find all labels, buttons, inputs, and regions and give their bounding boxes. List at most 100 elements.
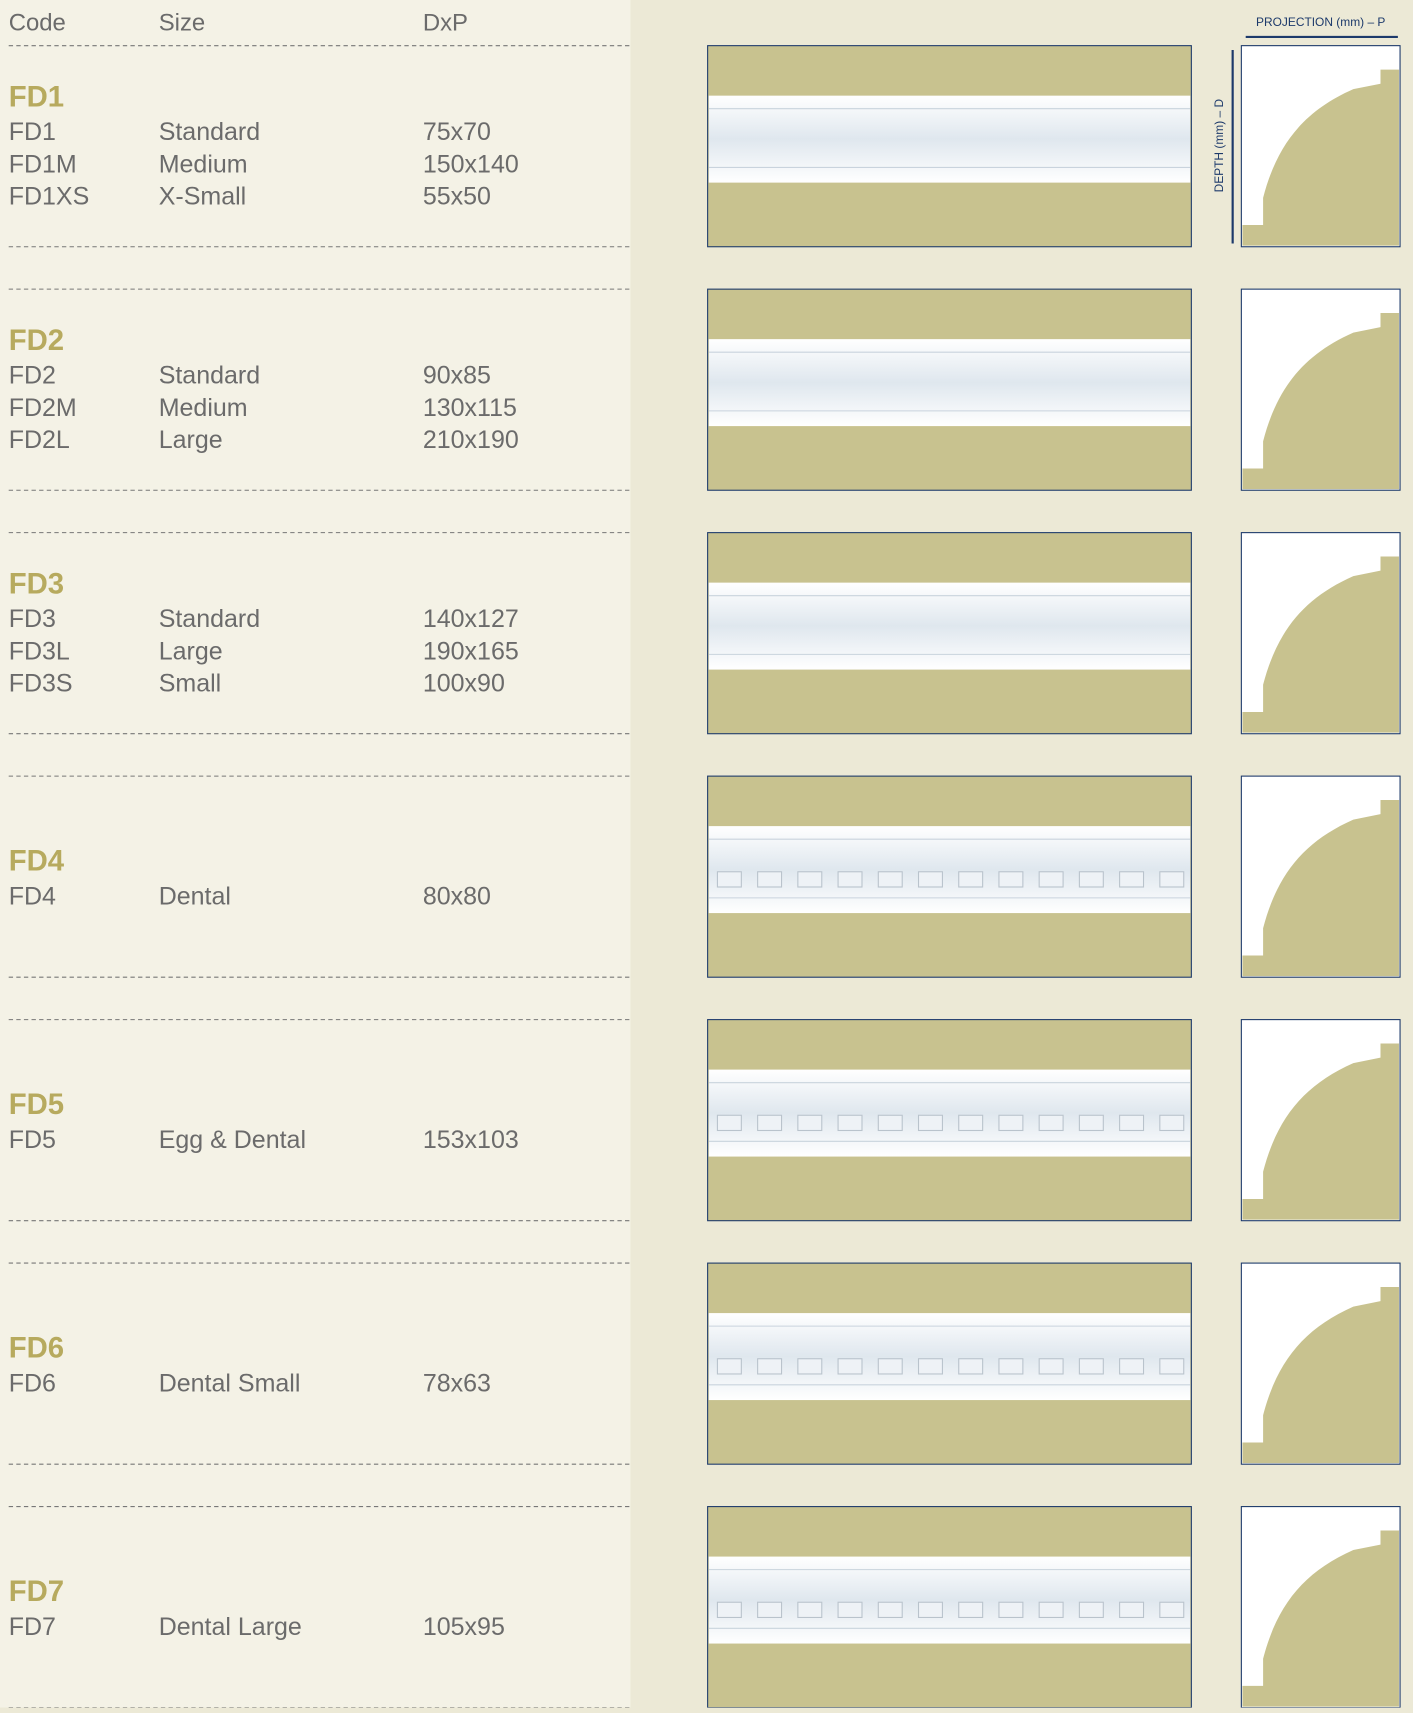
profile-shape xyxy=(1242,1043,1399,1220)
cell: 140x127 xyxy=(423,605,519,633)
dentil xyxy=(998,1114,1024,1132)
dentil xyxy=(917,871,943,888)
dentil xyxy=(1038,871,1064,888)
cell: FD2 xyxy=(9,362,56,390)
dentil xyxy=(917,1358,943,1375)
cell: 80x80 xyxy=(423,882,491,910)
cell: Dental xyxy=(159,882,231,910)
dentil xyxy=(757,1114,783,1132)
header-size: Size xyxy=(159,9,206,36)
dentil xyxy=(837,1358,863,1375)
cell: 153x103 xyxy=(423,1126,519,1154)
profile-shape xyxy=(1242,313,1399,490)
dentil xyxy=(797,1114,823,1132)
dentil xyxy=(1159,1601,1185,1618)
cell: Standard xyxy=(159,605,260,633)
cell: FD1XS xyxy=(9,182,90,210)
header-dxp: DxP xyxy=(423,9,468,36)
group-title: FD6 xyxy=(9,1332,64,1365)
dentil xyxy=(797,1358,823,1375)
profile-shape xyxy=(1242,1287,1399,1464)
dentil xyxy=(797,871,823,888)
cell: FD7 xyxy=(9,1613,56,1641)
profile-shape xyxy=(1242,69,1399,246)
cell: 105x95 xyxy=(423,1613,505,1641)
dentil xyxy=(958,1114,984,1132)
dentil xyxy=(797,1601,823,1618)
cell: FD6 xyxy=(9,1369,56,1397)
dentil xyxy=(1038,1601,1064,1618)
dentil xyxy=(1038,1358,1064,1375)
dentil xyxy=(757,1358,783,1375)
dentil xyxy=(1119,1601,1145,1618)
cell: 78x63 xyxy=(423,1369,491,1397)
cell: Standard xyxy=(159,118,260,146)
profile-shape xyxy=(1242,1530,1399,1707)
cell: 90x85 xyxy=(423,362,491,390)
dentil xyxy=(837,871,863,888)
profile-shape xyxy=(1242,800,1399,977)
moulding-body xyxy=(708,1069,1191,1157)
dentil xyxy=(917,1114,943,1132)
dentil xyxy=(716,871,742,888)
cell: FD2L xyxy=(9,426,70,454)
cell: Large xyxy=(159,637,223,665)
dentil xyxy=(998,871,1024,888)
dentil xyxy=(958,1358,984,1375)
dentil xyxy=(837,1114,863,1132)
moulding-body xyxy=(708,1556,1191,1644)
header-code: Code xyxy=(9,9,66,36)
cell: Medium xyxy=(159,150,248,178)
group-title: FD4 xyxy=(9,845,65,878)
moulding-body xyxy=(708,826,1191,914)
dentil xyxy=(958,1601,984,1618)
dentil xyxy=(877,1358,903,1375)
dentil xyxy=(877,1601,903,1618)
dentil xyxy=(716,1358,742,1375)
cell: FD4 xyxy=(9,882,56,910)
cell: Medium xyxy=(159,394,248,422)
dentil xyxy=(716,1114,742,1132)
profile-shape xyxy=(1242,556,1399,733)
moulding-body xyxy=(708,1313,1191,1401)
dentil xyxy=(1159,1358,1185,1375)
dentil xyxy=(1078,871,1104,888)
dentil xyxy=(757,1601,783,1618)
cell: FD3L xyxy=(9,637,70,665)
cell: Standard xyxy=(159,362,260,390)
dentil xyxy=(1159,1114,1185,1132)
cell: Egg & Dental xyxy=(159,1126,306,1154)
group-title: FD3 xyxy=(9,568,64,601)
cell: Small xyxy=(159,669,222,697)
cell: FD1M xyxy=(9,150,77,178)
cell: FD3S xyxy=(9,669,73,697)
dentil xyxy=(837,1601,863,1618)
dentil xyxy=(1078,1114,1104,1132)
cell: 100x90 xyxy=(423,669,505,697)
dentil xyxy=(1038,1114,1064,1132)
dentil xyxy=(1078,1601,1104,1618)
dentil xyxy=(1119,1358,1145,1375)
moulding-body xyxy=(708,339,1191,427)
dentil xyxy=(877,1114,903,1132)
dentil xyxy=(877,871,903,888)
cell: Dental Large xyxy=(159,1613,302,1641)
moulding-body xyxy=(708,95,1191,183)
depth-label: DEPTH (mm) – D xyxy=(1212,99,1226,193)
left-panel xyxy=(0,0,631,1708)
cell: FD1 xyxy=(9,118,56,146)
group-title: FD1 xyxy=(9,81,64,114)
cell: 190x165 xyxy=(423,637,519,665)
moulding-body xyxy=(708,582,1191,670)
cell: Large xyxy=(159,426,223,454)
cell: Dental Small xyxy=(159,1369,301,1397)
dentil xyxy=(958,871,984,888)
dentil xyxy=(716,1601,742,1618)
group-title: FD2 xyxy=(9,324,64,357)
projection-label: PROJECTION (mm) – P xyxy=(1256,15,1385,29)
cell: 150x140 xyxy=(423,150,519,178)
dentil xyxy=(998,1601,1024,1618)
